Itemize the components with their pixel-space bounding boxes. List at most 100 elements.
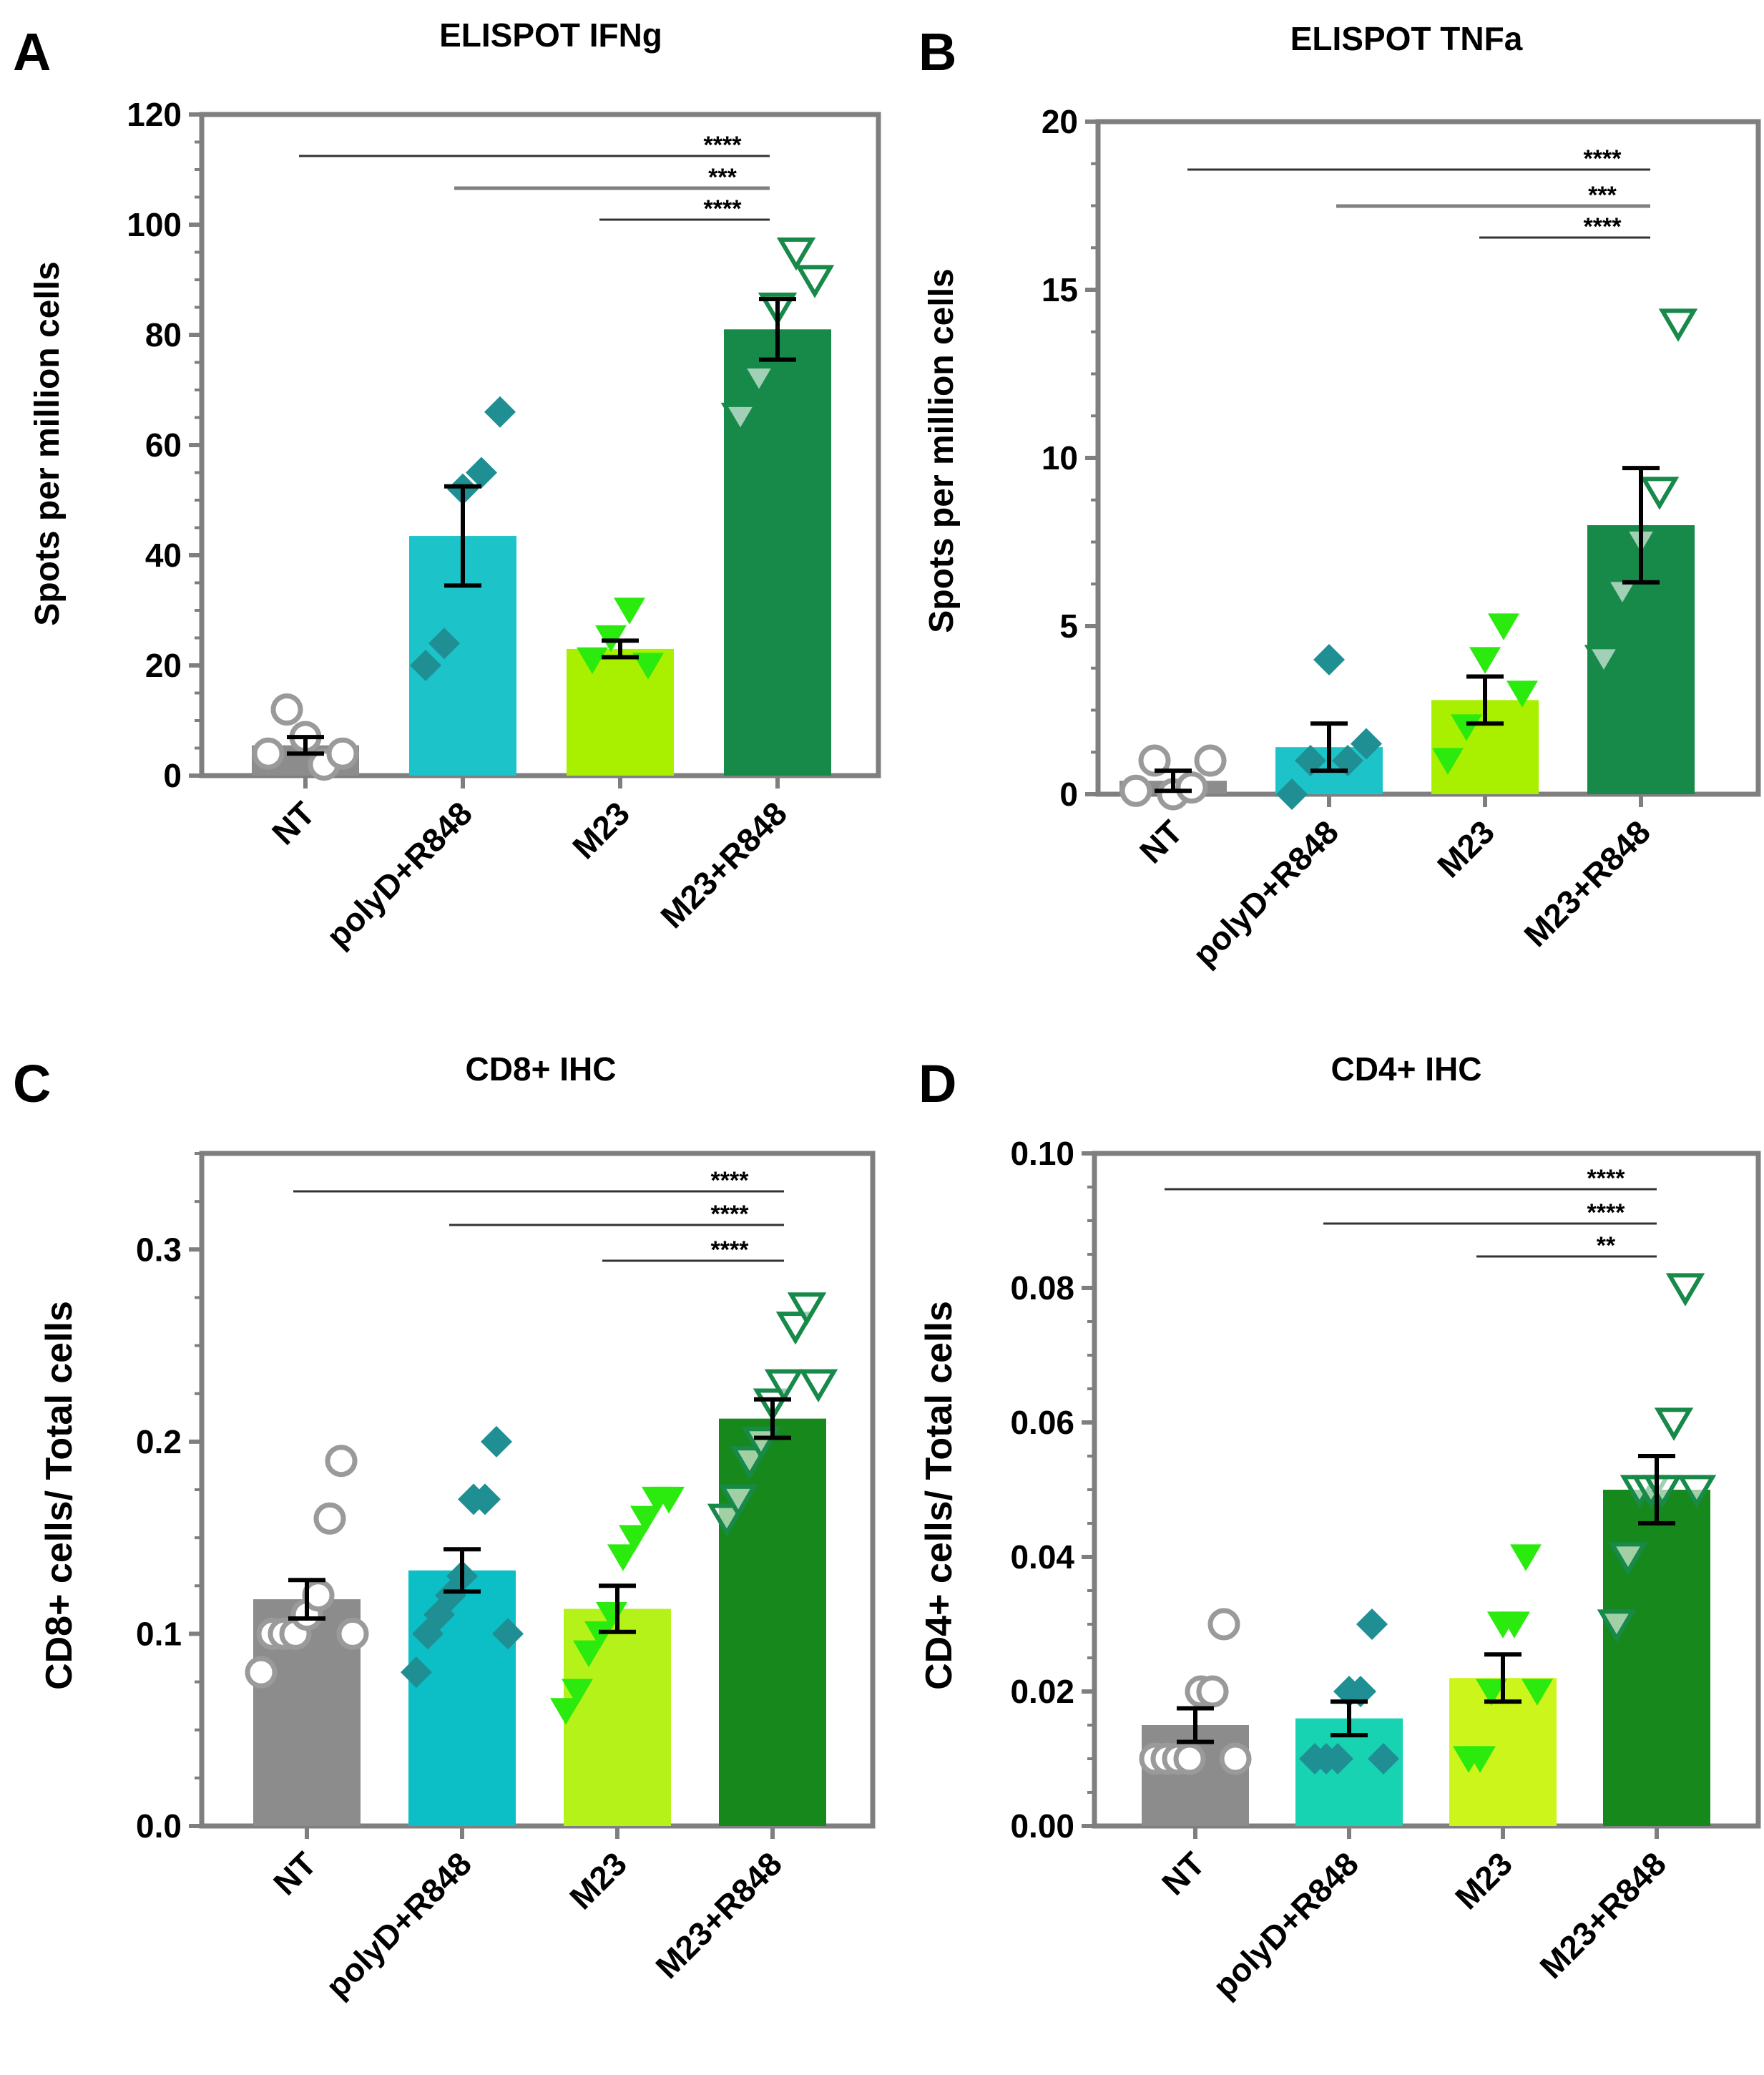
x-tick-label: NT [1132, 813, 1190, 870]
data-point [1584, 645, 1624, 678]
y-tick-label: 0.2 [136, 1423, 182, 1460]
bar [408, 1570, 516, 1826]
data-point [1356, 1608, 1388, 1640]
y-axis-label: Spots per million cells [923, 268, 961, 633]
x-tick-label: NT [266, 1845, 323, 1902]
data-point [401, 1656, 432, 1689]
x-tick-label: M23 [1448, 1845, 1519, 1916]
data-point [270, 693, 303, 726]
bar [724, 329, 831, 776]
y-axis-label: CD4+ cells/ Total cells [918, 1301, 960, 1690]
data-point [1522, 1679, 1553, 1706]
panel-a: A ELISPOT IFNg Spots per million cells 0… [13, 16, 881, 954]
data-point [1506, 680, 1538, 708]
x-tick-label: NT [1155, 1845, 1212, 1902]
data-point [245, 1656, 278, 1689]
data-point [1276, 778, 1308, 810]
x-tick-label: M23+R848 [1516, 813, 1657, 954]
x-tick-label: polyD+R848 [1205, 1845, 1366, 2005]
y-tick-label: 0.3 [136, 1231, 182, 1268]
significance-label: **** [1587, 1199, 1626, 1226]
panel-letter: D [918, 1054, 956, 1113]
data-point [1602, 577, 1642, 611]
significance-labels: **** **** ** [1587, 1165, 1626, 1259]
data-point [1138, 744, 1171, 777]
data-point [1432, 748, 1464, 775]
x-tick-label: M23 [565, 794, 637, 866]
data-point [1219, 1742, 1252, 1775]
panel-c: C CD8+ IHC CD8+ cells/ Total cells 0.0 0… [13, 1050, 876, 2005]
data-point [1313, 644, 1345, 675]
data-point [1119, 774, 1152, 807]
significance-label: **** [711, 1167, 750, 1194]
data-point [614, 597, 645, 625]
y-axis-label: CD8+ cells/ Total cells [39, 1301, 80, 1690]
significance-label: **** [1587, 1165, 1626, 1192]
data-point [787, 1292, 827, 1326]
x-categories: NT polyD+R848 M23 M23+R848 [265, 794, 794, 954]
data-point [252, 737, 285, 770]
data-point [798, 1369, 838, 1403]
y-ticks: 0.0 0.1 0.2 0.3 [136, 1231, 182, 1845]
x-tick-label: NT [265, 794, 322, 851]
data-point [313, 1502, 346, 1535]
x-tick-label: M23+R848 [653, 794, 794, 935]
data-point [776, 237, 816, 271]
x-tick-label: M23+R848 [1532, 1845, 1673, 1986]
panel-letter: C [13, 1054, 51, 1113]
data-point [764, 1369, 804, 1403]
data-point [550, 1698, 582, 1725]
y-ticks: 0 20 40 60 80 100 120 [127, 96, 182, 794]
y-tick-label: 0 [1059, 776, 1078, 813]
panel-d: D CD4+ IHC CD4+ cells/ Total cells 0.00 … [918, 1050, 1761, 2005]
data-point [484, 396, 516, 428]
data-point [1451, 714, 1482, 741]
significance-label: **** [711, 1236, 750, 1264]
significance-labels: **** *** **** [704, 132, 743, 223]
data-point [1173, 1742, 1206, 1775]
data-point [325, 1445, 358, 1478]
x-tick-label: M23+R848 [648, 1845, 789, 1986]
x-tick-label: polyD+R848 [318, 1845, 479, 2005]
data-point [630, 1505, 662, 1533]
data-point [577, 647, 608, 675]
y-tick-label: 5 [1059, 607, 1078, 645]
chart-title: CD4+ IHC [1331, 1050, 1482, 1088]
data-point [428, 628, 460, 660]
data-point [336, 1617, 369, 1650]
data-point [1469, 647, 1501, 674]
panel-letter: B [918, 22, 956, 82]
data-point [1194, 744, 1227, 777]
y-tick-label: 0 [163, 757, 182, 794]
data-point [1510, 1544, 1542, 1571]
y-tick-label: 100 [127, 206, 182, 243]
data-point [1207, 1608, 1240, 1641]
y-tick-label: 0.00 [1010, 1807, 1074, 1845]
y-tick-label: 15 [1042, 271, 1078, 308]
data-point [584, 1621, 616, 1649]
x-tick-label: M23 [1430, 813, 1501, 884]
data-point [1476, 1679, 1507, 1706]
chart-title: ELISPOT IFNg [439, 16, 662, 54]
x-tick-label: polyD+R848 [1185, 813, 1346, 973]
x-tick-label: polyD+R848 [319, 794, 479, 954]
y-tick-label: 20 [145, 647, 182, 684]
x-categories: NT polyD+R848 M23 M23+R848 [1155, 1845, 1673, 2005]
data-point [1332, 745, 1363, 776]
data-point [1640, 477, 1680, 510]
y-axis-label: Spots per million cells [29, 261, 67, 625]
x-categories: NT polyD+R848 M23 M23+R848 [1132, 813, 1657, 973]
significance-label: **** [711, 1201, 750, 1228]
data-point [1295, 745, 1326, 776]
data-point [492, 1618, 524, 1650]
data-point [573, 1640, 604, 1668]
data-point [619, 1525, 650, 1552]
data-point [739, 364, 779, 398]
data-point [562, 1679, 593, 1706]
data-point [1464, 1746, 1496, 1773]
y-tick-label: 0.04 [1010, 1538, 1074, 1576]
data-point [718, 1484, 758, 1518]
significance-label: ** [1597, 1232, 1616, 1259]
y-tick-label: 0.10 [1010, 1135, 1074, 1172]
